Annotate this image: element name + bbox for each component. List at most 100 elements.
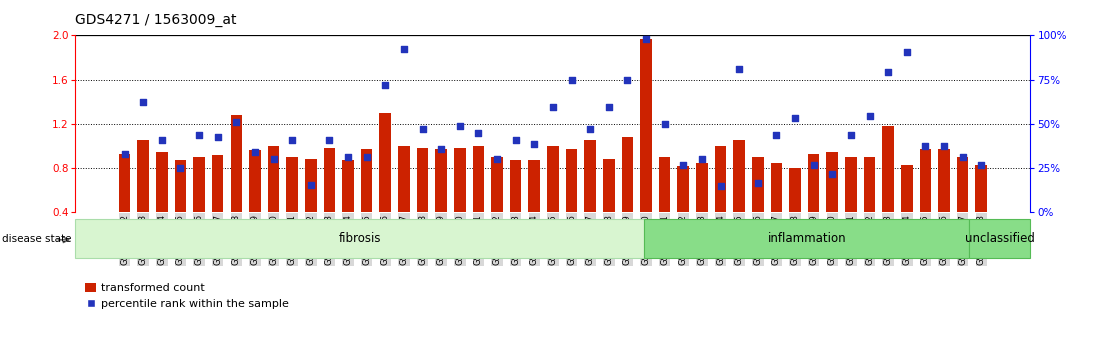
- Point: [301, 182, 319, 188]
- Bar: [454, 148, 465, 212]
- Point: [396, 46, 413, 51]
- Point: [320, 138, 338, 143]
- Bar: [645, 219, 970, 258]
- Point: [246, 149, 264, 154]
- Bar: [305, 159, 317, 212]
- Bar: [268, 146, 279, 212]
- Point: [284, 138, 301, 143]
- Point: [451, 123, 469, 129]
- Point: [637, 36, 655, 41]
- Point: [470, 130, 488, 136]
- Bar: [845, 157, 856, 212]
- Point: [897, 49, 915, 55]
- Bar: [920, 149, 931, 212]
- Bar: [733, 141, 745, 212]
- Point: [935, 143, 953, 149]
- Text: inflammation: inflammation: [768, 233, 847, 245]
- Bar: [566, 149, 577, 212]
- Point: [377, 82, 394, 88]
- Bar: [975, 165, 987, 212]
- Bar: [417, 148, 429, 212]
- Bar: [510, 160, 522, 212]
- Bar: [770, 162, 782, 212]
- Bar: [970, 219, 1030, 258]
- Point: [153, 138, 171, 143]
- Point: [506, 138, 524, 143]
- Point: [656, 121, 674, 127]
- Point: [544, 104, 562, 110]
- Bar: [547, 146, 558, 212]
- Bar: [529, 160, 540, 212]
- Point: [916, 143, 934, 149]
- Bar: [882, 126, 894, 212]
- Bar: [212, 155, 224, 212]
- Bar: [957, 157, 968, 212]
- Bar: [603, 159, 615, 212]
- Point: [582, 127, 599, 132]
- Bar: [75, 219, 645, 258]
- Bar: [827, 152, 838, 212]
- Point: [599, 104, 617, 110]
- Text: unclassified: unclassified: [965, 233, 1035, 245]
- Bar: [659, 157, 670, 212]
- Bar: [696, 162, 708, 212]
- Point: [563, 77, 581, 82]
- Point: [973, 162, 991, 168]
- Point: [358, 154, 376, 160]
- Bar: [789, 168, 801, 212]
- Bar: [119, 154, 131, 212]
- Legend: transformed count, percentile rank within the sample: transformed count, percentile rank withi…: [81, 279, 294, 314]
- Text: fibrosis: fibrosis: [339, 233, 381, 245]
- Point: [618, 77, 636, 82]
- Bar: [230, 115, 242, 212]
- Text: disease state: disease state: [2, 234, 72, 244]
- Bar: [249, 150, 260, 212]
- Point: [432, 147, 450, 152]
- Bar: [491, 157, 503, 212]
- Point: [692, 156, 710, 162]
- Bar: [175, 160, 186, 212]
- Point: [842, 132, 860, 138]
- Bar: [584, 141, 596, 212]
- Point: [730, 66, 748, 72]
- Point: [804, 162, 822, 168]
- Point: [172, 165, 189, 171]
- Bar: [380, 113, 391, 212]
- Point: [191, 132, 208, 138]
- Bar: [286, 157, 298, 212]
- Point: [880, 69, 897, 75]
- Bar: [864, 157, 875, 212]
- Point: [227, 119, 245, 125]
- Bar: [677, 166, 689, 212]
- Point: [413, 127, 431, 132]
- Bar: [361, 149, 372, 212]
- Bar: [938, 149, 950, 212]
- Point: [954, 154, 972, 160]
- Bar: [640, 39, 652, 212]
- Point: [134, 99, 152, 105]
- Point: [861, 113, 879, 119]
- Point: [749, 180, 767, 185]
- Point: [489, 156, 506, 162]
- Bar: [342, 160, 353, 212]
- Bar: [324, 148, 336, 212]
- Point: [787, 115, 804, 121]
- Bar: [193, 157, 205, 212]
- Point: [525, 141, 543, 147]
- Bar: [901, 165, 913, 212]
- Bar: [808, 154, 820, 212]
- Text: GDS4271 / 1563009_at: GDS4271 / 1563009_at: [75, 12, 237, 27]
- Point: [265, 156, 283, 162]
- Bar: [156, 152, 167, 212]
- Point: [711, 183, 729, 189]
- Bar: [715, 146, 726, 212]
- Bar: [435, 149, 447, 212]
- Bar: [137, 141, 148, 212]
- Point: [208, 134, 226, 140]
- Point: [339, 154, 357, 160]
- Bar: [473, 146, 484, 212]
- Bar: [398, 146, 410, 212]
- Point: [675, 162, 692, 168]
- Bar: [622, 137, 633, 212]
- Point: [768, 132, 786, 138]
